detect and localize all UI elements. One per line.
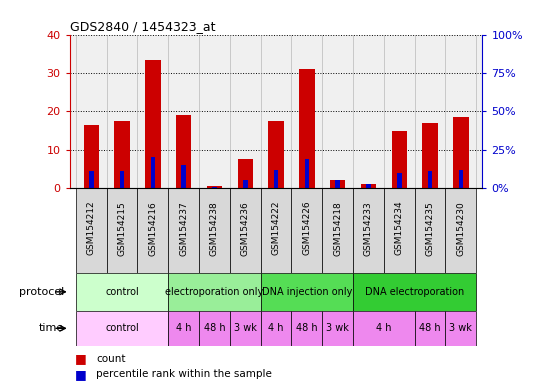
Bar bbox=[230, 188, 260, 273]
Bar bbox=[415, 188, 445, 273]
Text: 3 wk: 3 wk bbox=[234, 323, 257, 333]
Text: 4 h: 4 h bbox=[176, 323, 191, 333]
Bar bbox=[366, 184, 371, 188]
Text: GSM154234: GSM154234 bbox=[394, 201, 404, 255]
Bar bbox=[230, 311, 260, 346]
Bar bbox=[453, 117, 468, 188]
Bar bbox=[274, 170, 278, 188]
Text: GSM154237: GSM154237 bbox=[179, 201, 188, 256]
Bar bbox=[114, 121, 130, 188]
Bar bbox=[330, 180, 345, 188]
Bar bbox=[145, 60, 161, 188]
Bar bbox=[428, 171, 433, 188]
Bar bbox=[84, 125, 99, 188]
Bar bbox=[353, 188, 384, 273]
Bar bbox=[269, 121, 284, 188]
Text: 48 h: 48 h bbox=[419, 323, 441, 333]
Text: ■: ■ bbox=[75, 353, 87, 366]
Bar bbox=[361, 184, 376, 188]
Bar bbox=[391, 131, 407, 188]
Text: GDS2840 / 1454323_at: GDS2840 / 1454323_at bbox=[70, 20, 215, 33]
Bar bbox=[212, 187, 217, 188]
Text: percentile rank within the sample: percentile rank within the sample bbox=[96, 369, 272, 379]
Bar bbox=[445, 188, 477, 273]
Bar bbox=[176, 115, 191, 188]
Text: 4 h: 4 h bbox=[376, 323, 392, 333]
Text: GSM154216: GSM154216 bbox=[148, 201, 158, 256]
Text: GSM154218: GSM154218 bbox=[333, 201, 342, 256]
Bar bbox=[422, 123, 438, 188]
Text: control: control bbox=[105, 323, 139, 333]
Text: time: time bbox=[39, 323, 64, 333]
Bar bbox=[76, 273, 168, 311]
Bar bbox=[199, 311, 230, 346]
Text: 3 wk: 3 wk bbox=[449, 323, 472, 333]
Bar bbox=[353, 311, 415, 346]
Bar bbox=[76, 188, 107, 273]
Text: protocol: protocol bbox=[19, 287, 64, 297]
Bar bbox=[168, 311, 199, 346]
Bar bbox=[168, 273, 260, 311]
Text: DNA injection only: DNA injection only bbox=[262, 287, 352, 297]
Text: GSM154235: GSM154235 bbox=[426, 201, 435, 256]
Bar bbox=[445, 311, 477, 346]
Bar bbox=[384, 188, 415, 273]
Bar bbox=[322, 188, 353, 273]
Text: control: control bbox=[105, 287, 139, 297]
Text: ■: ■ bbox=[75, 368, 87, 381]
Bar bbox=[76, 311, 168, 346]
Text: GSM154222: GSM154222 bbox=[272, 201, 280, 255]
Bar bbox=[120, 171, 124, 188]
Text: GSM154233: GSM154233 bbox=[364, 201, 373, 256]
Bar bbox=[353, 273, 477, 311]
Bar bbox=[458, 170, 463, 188]
Bar bbox=[304, 159, 309, 188]
Text: DNA electroporation: DNA electroporation bbox=[365, 287, 464, 297]
Bar bbox=[322, 311, 353, 346]
Bar bbox=[243, 180, 248, 188]
Text: GSM154238: GSM154238 bbox=[210, 201, 219, 256]
Text: 4 h: 4 h bbox=[269, 323, 284, 333]
Text: GSM154212: GSM154212 bbox=[87, 201, 96, 255]
Bar bbox=[415, 311, 445, 346]
Bar bbox=[168, 188, 199, 273]
Bar bbox=[336, 180, 340, 188]
Bar bbox=[199, 188, 230, 273]
Bar bbox=[260, 188, 292, 273]
Bar bbox=[299, 69, 315, 188]
Text: GSM154226: GSM154226 bbox=[302, 201, 311, 255]
Bar bbox=[292, 188, 322, 273]
Bar bbox=[107, 188, 137, 273]
Bar bbox=[260, 273, 353, 311]
Bar bbox=[237, 159, 253, 188]
Text: count: count bbox=[96, 354, 126, 364]
Text: electroporation only: electroporation only bbox=[165, 287, 264, 297]
Bar bbox=[260, 311, 292, 346]
Bar bbox=[292, 311, 322, 346]
Text: 3 wk: 3 wk bbox=[326, 323, 349, 333]
Bar bbox=[397, 173, 401, 188]
Bar bbox=[89, 171, 94, 188]
Text: GSM154215: GSM154215 bbox=[117, 201, 126, 256]
Text: 48 h: 48 h bbox=[296, 323, 318, 333]
Text: 48 h: 48 h bbox=[204, 323, 225, 333]
Text: GSM154236: GSM154236 bbox=[241, 201, 250, 256]
Bar bbox=[151, 157, 155, 188]
Bar bbox=[137, 188, 168, 273]
Bar bbox=[181, 165, 186, 188]
Text: GSM154230: GSM154230 bbox=[456, 201, 465, 256]
Bar bbox=[207, 186, 222, 188]
